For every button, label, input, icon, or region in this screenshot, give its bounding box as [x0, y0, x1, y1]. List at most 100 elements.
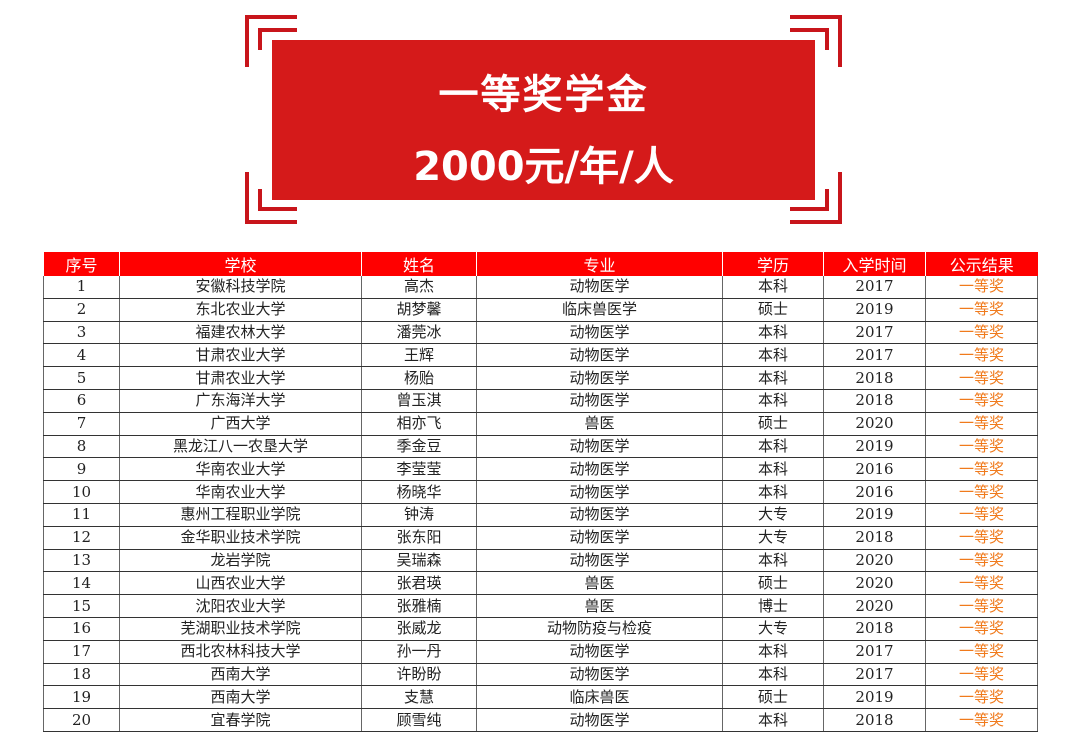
column-header: 公示结果	[925, 252, 1038, 276]
table-row: 5 甘肃农业大学 杨贻 动物医学 本科 2018 一等奖	[43, 366, 1038, 390]
index-cell: 8	[43, 435, 120, 459]
index-cell: 16	[43, 617, 120, 641]
column-header: 专业	[476, 252, 723, 276]
degree-cell: 本科	[722, 389, 824, 413]
school-cell: 甘肃农业大学	[119, 343, 362, 368]
name-cell: 吴瑞森	[361, 549, 477, 573]
school-cell: 安徽科技学院	[119, 276, 362, 299]
name-cell: 张东阳	[361, 526, 477, 550]
result-cell: 一等奖	[925, 389, 1038, 413]
index-cell: 15	[43, 594, 120, 618]
major-cell: 动物医学	[476, 343, 723, 368]
year-cell: 2019	[823, 685, 926, 710]
major-cell: 临床兽医	[476, 685, 723, 710]
school-cell: 福建农林大学	[119, 321, 362, 345]
name-cell: 张雅楠	[361, 594, 477, 618]
name-cell: 钟涛	[361, 503, 477, 527]
table-row: 14 山西农业大学 张君瑛 兽医 硕士 2020 一等奖	[43, 571, 1038, 596]
name-cell: 张威龙	[361, 617, 477, 641]
name-cell: 杨晓华	[361, 480, 477, 504]
result-cell: 一等奖	[925, 298, 1038, 322]
school-cell: 广西大学	[119, 412, 362, 436]
school-cell: 西南大学	[119, 663, 362, 687]
major-cell: 动物医学	[476, 640, 723, 664]
banner-title: 一等奖学金	[438, 72, 649, 118]
major-cell: 动物医学	[476, 276, 723, 299]
corner-bottom-right	[790, 172, 842, 224]
result-cell: 一等奖	[925, 663, 1038, 687]
year-cell: 2018	[823, 526, 926, 550]
year-cell: 2019	[823, 298, 926, 322]
school-cell: 华南农业大学	[119, 480, 362, 504]
degree-cell: 本科	[722, 480, 824, 504]
name-cell: 孙一丹	[361, 640, 477, 664]
result-cell: 一等奖	[925, 435, 1038, 459]
degree-cell: 本科	[722, 663, 824, 687]
index-cell: 2	[43, 298, 120, 322]
major-cell: 动物医学	[476, 480, 723, 504]
index-cell: 6	[43, 389, 120, 413]
degree-cell: 硕士	[722, 685, 824, 710]
major-cell: 动物医学	[476, 526, 723, 550]
major-cell: 兽医	[476, 571, 723, 596]
result-cell: 一等奖	[925, 480, 1038, 504]
year-cell: 2018	[823, 389, 926, 413]
result-cell: 一等奖	[925, 549, 1038, 573]
corner-top-right	[790, 15, 842, 67]
result-cell: 一等奖	[925, 412, 1038, 436]
major-cell: 动物医学	[476, 366, 723, 390]
index-cell: 3	[43, 321, 120, 345]
table-row: 7 广西大学 相亦飞 兽医 硕士 2020 一等奖	[43, 412, 1038, 436]
table-row: 3 福建农林大学 潘莞冰 动物医学 本科 2017 一等奖	[43, 321, 1038, 345]
index-cell: 17	[43, 640, 120, 664]
degree-cell: 本科	[722, 457, 824, 482]
major-cell: 动物医学	[476, 549, 723, 573]
degree-cell: 本科	[722, 549, 824, 573]
column-header: 姓名	[361, 252, 477, 276]
school-cell: 广东海洋大学	[119, 389, 362, 413]
year-cell: 2019	[823, 503, 926, 527]
school-cell: 龙岩学院	[119, 549, 362, 573]
result-cell: 一等奖	[925, 685, 1038, 710]
table-row: 10 华南农业大学 杨晓华 动物医学 本科 2016 一等奖	[43, 480, 1038, 504]
degree-cell: 本科	[722, 321, 824, 345]
degree-cell: 硕士	[722, 298, 824, 322]
year-cell: 2017	[823, 640, 926, 664]
school-cell: 甘肃农业大学	[119, 366, 362, 390]
index-cell: 9	[43, 457, 120, 482]
name-cell: 支慧	[361, 685, 477, 710]
year-cell: 2019	[823, 435, 926, 459]
school-cell: 山西农业大学	[119, 571, 362, 596]
year-cell: 2018	[823, 366, 926, 390]
school-cell: 宜春学院	[119, 708, 362, 732]
school-cell: 惠州工程职业学院	[119, 503, 362, 527]
index-cell: 10	[43, 480, 120, 504]
column-header: 学历	[722, 252, 824, 276]
name-cell: 潘莞冰	[361, 321, 477, 345]
index-cell: 11	[43, 503, 120, 527]
major-cell: 动物医学	[476, 503, 723, 527]
table-row: 2 东北农业大学 胡梦馨 临床兽医学 硕士 2019 一等奖	[43, 298, 1038, 322]
school-cell: 东北农业大学	[119, 298, 362, 322]
index-cell: 4	[43, 343, 120, 368]
table-row: 19 西南大学 支慧 临床兽医 硕士 2019 一等奖	[43, 685, 1038, 710]
index-cell: 19	[43, 685, 120, 710]
table-row: 8 黑龙江八一农垦大学 季金豆 动物医学 本科 2019 一等奖	[43, 435, 1038, 459]
scholarship-banner: 一等奖学金 2000元/年/人	[272, 40, 815, 200]
school-cell: 黑龙江八一农垦大学	[119, 435, 362, 459]
name-cell: 许盼盼	[361, 663, 477, 687]
name-cell: 王辉	[361, 343, 477, 368]
major-cell: 动物医学	[476, 389, 723, 413]
school-cell: 西南大学	[119, 685, 362, 710]
year-cell: 2016	[823, 480, 926, 504]
table-row: 16 芜湖职业技术学院 张威龙 动物防疫与检疫 大专 2018 一等奖	[43, 617, 1038, 641]
year-cell: 2020	[823, 412, 926, 436]
degree-cell: 大专	[722, 526, 824, 550]
table-row: 4 甘肃农业大学 王辉 动物医学 本科 2017 一等奖	[43, 343, 1038, 368]
result-cell: 一等奖	[925, 571, 1038, 596]
year-cell: 2018	[823, 617, 926, 641]
table-row: 11 惠州工程职业学院 钟涛 动物医学 大专 2019 一等奖	[43, 503, 1038, 527]
column-header: 入学时间	[823, 252, 926, 276]
result-cell: 一等奖	[925, 708, 1038, 732]
winners-table: 序号 学校 姓名 专业 学历 入学时间 公示结果 1 安徽科技学院 高杰 动物医学 本科 2017 一等…	[43, 252, 1038, 732]
